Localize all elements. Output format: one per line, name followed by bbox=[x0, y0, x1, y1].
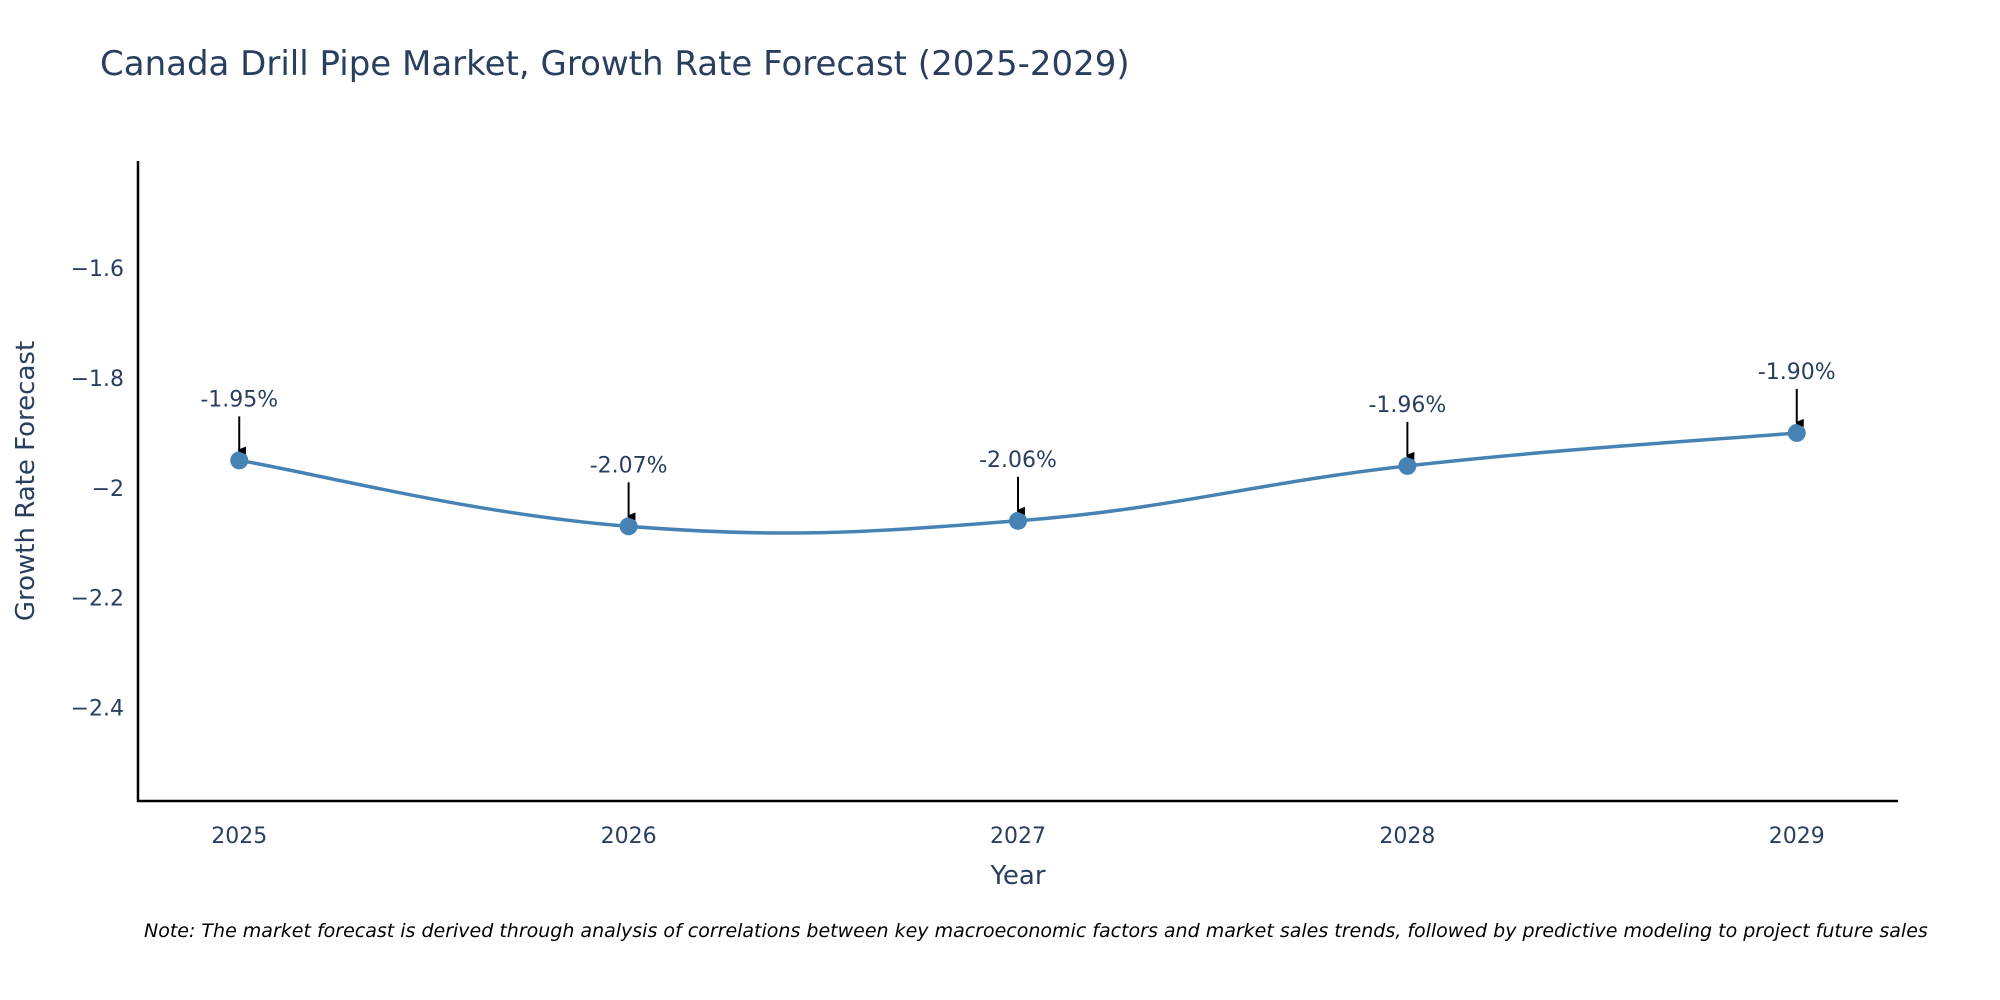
x-tick-label: 2027 bbox=[990, 824, 1046, 849]
y-tick-label: −2.4 bbox=[71, 697, 124, 722]
chart-note: Note: The market forecast is derived thr… bbox=[144, 920, 1928, 942]
x-tick-label: 2026 bbox=[601, 824, 657, 849]
data-point bbox=[1398, 456, 1417, 475]
data-point bbox=[1787, 423, 1806, 442]
x-tick-label: 2025 bbox=[211, 824, 267, 849]
data-label: -1.90% bbox=[1758, 360, 1836, 385]
data-label: -2.06% bbox=[979, 448, 1057, 473]
data-point bbox=[619, 517, 638, 536]
data-label: -1.96% bbox=[1368, 393, 1446, 418]
data-point bbox=[1009, 511, 1027, 530]
data-label: -1.95% bbox=[200, 387, 278, 412]
y-tick-label: −1.8 bbox=[71, 367, 124, 392]
chart-title: Canada Drill Pipe Market, Growth Rate Fo… bbox=[100, 44, 1130, 84]
x-tick-label: 2028 bbox=[1379, 824, 1435, 849]
data-point bbox=[230, 451, 249, 470]
x-tick-label: 2029 bbox=[1769, 824, 1825, 849]
y-tick-label: −2.2 bbox=[71, 587, 124, 612]
data-label: -2.07% bbox=[590, 453, 668, 478]
x-axis-title: Year bbox=[989, 861, 1045, 891]
y-tick-label: −2 bbox=[92, 477, 124, 502]
y-axis-title: Growth Rate Forecast bbox=[11, 341, 41, 621]
y-tick-label: −1.6 bbox=[71, 257, 124, 282]
